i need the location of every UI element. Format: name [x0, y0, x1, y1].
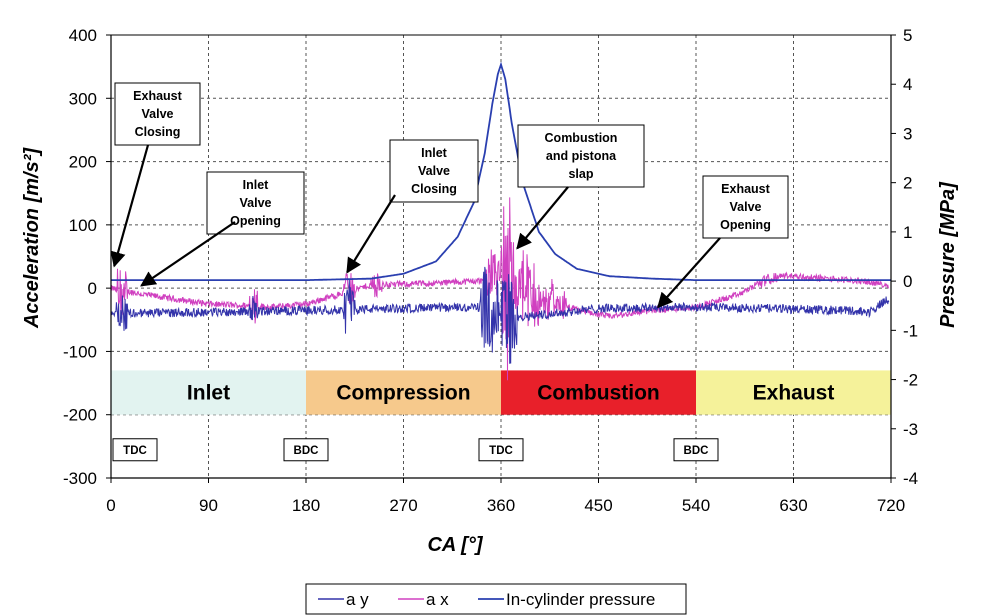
x-tick-label: 720: [877, 496, 905, 515]
x-tick-label: 540: [682, 496, 710, 515]
phase-band: [696, 370, 891, 415]
phase-label: Inlet: [187, 382, 230, 405]
y-right-tick-label: -1: [903, 321, 918, 340]
x-tick-label: 180: [292, 496, 320, 515]
y-right-tick-label: -2: [903, 371, 918, 390]
annotation-text: Exhaust: [133, 89, 182, 103]
legend-label: a y: [346, 590, 369, 609]
phase-label: Exhaust: [753, 382, 835, 405]
y-right-tick-label: 2: [903, 174, 912, 193]
series-line-a-x: [110, 197, 889, 381]
phase-label: Combustion: [537, 382, 659, 405]
dead-center-box: [112, 438, 158, 462]
y-left-tick-label: 400: [69, 26, 97, 45]
annotation-box: [114, 82, 201, 146]
phase-band: [501, 370, 696, 415]
annotation-box: [702, 175, 789, 239]
dead-center-label: TDC: [489, 445, 513, 457]
y-right-tick-label: 3: [903, 124, 912, 143]
series-line-a-y: [110, 266, 890, 364]
y-right-tick-label: 5: [903, 26, 912, 45]
series-lines: [110, 61, 891, 381]
y-left-tick-label: 100: [69, 216, 97, 235]
y-right-axis-title: Pressure [MPa]: [937, 181, 959, 328]
phase-band: [306, 370, 501, 415]
annotation-text: Valve: [730, 200, 762, 214]
annotation-arrow: [140, 221, 236, 287]
y-right-tick-label: 1: [903, 223, 912, 242]
annotation-text: Combustion: [545, 131, 618, 145]
annotation-text: and pistona: [546, 149, 617, 163]
x-tick-label: 360: [487, 496, 515, 515]
annotation-arrow: [110, 144, 150, 268]
annotations: Exhaust Valve Closing Inlet Valve Opening Inle…: [110, 82, 789, 309]
annotation-text: Valve: [142, 107, 174, 121]
annotation-text: Opening: [230, 214, 281, 228]
dead-center-label: BDC: [684, 445, 709, 457]
annotation-box: [517, 124, 645, 188]
dead-center-box: [283, 438, 329, 462]
legend-label: a x: [426, 590, 449, 609]
annotation-arrow: [516, 186, 569, 250]
y-left-tick-label: 0: [88, 279, 97, 298]
dead-center-box: [673, 438, 719, 462]
annotation-text: Valve: [240, 196, 272, 210]
dead-center-box: [478, 438, 524, 462]
y-left-tick-label: 300: [69, 89, 97, 108]
x-tick-label: 0: [106, 496, 115, 515]
series-line-in-cylinder-pressure: [111, 61, 891, 281]
phase-band: [111, 370, 306, 415]
x-tick-label: 90: [199, 496, 218, 515]
y-left-tick-label: -200: [63, 406, 97, 425]
y-right-tick-label: 4: [903, 75, 912, 94]
annotation-text: Inlet: [243, 178, 270, 192]
axes: 0 90 180 270 360 450 540 630 720-300-200-1000100…: [63, 26, 918, 515]
annotation-text: Exhaust: [721, 182, 770, 196]
annotation-text: Closing: [135, 125, 181, 139]
annotation-text: Opening: [720, 218, 771, 232]
y-right-tick-label: 0: [903, 272, 912, 291]
x-tick-label: 270: [389, 496, 417, 515]
annotation-arrow: [346, 194, 396, 274]
phase-bands: Inlet Compression Combustion Exhaust TDC BDC T…: [111, 370, 891, 462]
annotation-arrow: [657, 237, 721, 309]
y-left-tick-label: -100: [63, 342, 97, 361]
x-tick-label: 450: [584, 496, 612, 515]
y-right-tick-label: -3: [903, 420, 918, 439]
annotation-text: slap: [568, 167, 593, 181]
y-left-tick-label: 200: [69, 153, 97, 172]
annotation-text: Inlet: [421, 146, 448, 160]
legend-label: In-cylinder pressure: [506, 590, 655, 609]
annotation-box: [389, 139, 479, 203]
annotation-text: Valve: [418, 164, 450, 178]
y-right-tick-label: -4: [903, 469, 918, 488]
annotation-box: [206, 171, 305, 235]
dead-center-label: TDC: [123, 445, 147, 457]
y-left-tick-label: -300: [63, 469, 97, 488]
legend: a y a x In-cylinder pressure: [305, 583, 687, 615]
dead-center-label: BDC: [294, 445, 319, 457]
phase-label: Compression: [336, 382, 470, 405]
x-tick-label: 630: [779, 496, 807, 515]
y-left-axis-title: Acceleration [m/s²]: [21, 147, 43, 329]
annotation-text: Closing: [411, 182, 457, 196]
x-axis-title: CA [°]: [427, 534, 483, 556]
